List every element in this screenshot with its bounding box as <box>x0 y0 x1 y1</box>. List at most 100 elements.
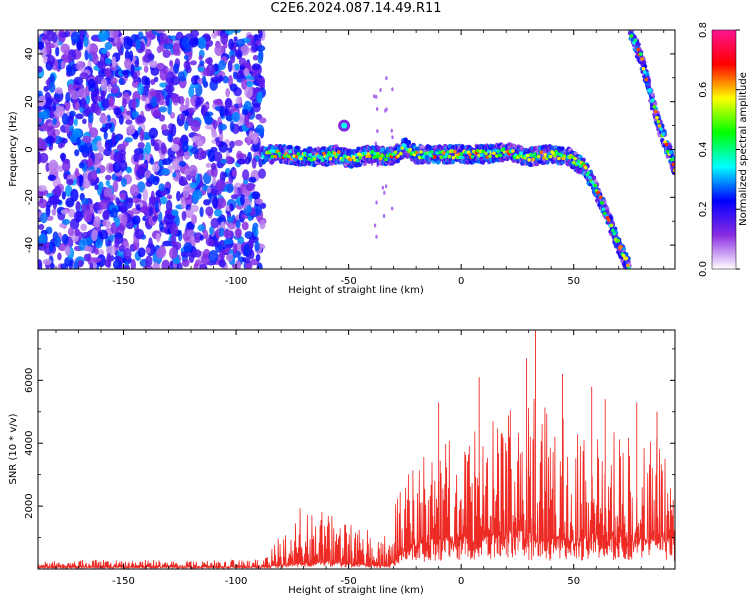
noise-cell <box>240 193 245 206</box>
noise-cell <box>57 252 62 261</box>
signal-trace-cell <box>322 151 326 156</box>
noise-cell <box>84 140 93 154</box>
signal-trace-cell <box>485 155 490 159</box>
noise-cell <box>192 249 202 258</box>
signal-trace-cell <box>320 158 325 162</box>
signal-trace-cell <box>611 228 615 233</box>
signal-trace-cell <box>571 160 576 165</box>
heatmap-marks <box>38 30 675 269</box>
noise-cell <box>65 91 71 104</box>
signal-trace-cell <box>373 151 377 156</box>
noise-cell <box>43 101 52 111</box>
noise-cell <box>47 174 56 181</box>
noise-cell <box>376 129 379 134</box>
noise-cell <box>114 217 120 227</box>
noise-cell <box>62 159 71 172</box>
noise-cell <box>152 175 160 186</box>
noise-cell <box>163 214 173 225</box>
noise-cell <box>104 41 113 51</box>
snr-y-label: SNR (10 * v/v) <box>8 413 19 484</box>
signal-trace-cell <box>455 155 460 160</box>
signal-trace-cell <box>555 151 560 156</box>
noise-cell <box>245 182 255 192</box>
snr-x-tick-label: 0 <box>458 576 464 587</box>
noise-cell <box>73 118 78 127</box>
noise-cell <box>112 259 122 269</box>
signal-trace-cell <box>527 158 531 162</box>
snr-frame <box>37 329 676 570</box>
signal-trace-cell <box>292 154 296 158</box>
figure-title: C2E6.2024.087.14.49.R11 <box>270 1 442 16</box>
noise-cell <box>124 137 133 143</box>
secondary-trace-cell <box>638 52 643 56</box>
colorbar-tick-label: 0.6 <box>698 82 709 98</box>
heatmap-x-tick-label: -50 <box>340 276 356 287</box>
noise-cell <box>233 36 238 43</box>
secondary-trace-cell <box>643 70 647 74</box>
noise-cell <box>47 125 56 138</box>
noise-cell <box>159 82 168 88</box>
signal-trace-cell <box>424 154 429 159</box>
noise-cell <box>134 59 140 68</box>
noise-cell <box>214 208 223 217</box>
noise-cell <box>98 181 104 191</box>
noise-cell <box>74 167 80 178</box>
signal-trace-cell <box>307 157 311 161</box>
noise-cell <box>48 81 56 93</box>
signal-trace-cell <box>530 153 534 158</box>
signal-trace-cell <box>447 154 452 159</box>
signal-trace-cell <box>396 154 400 158</box>
noise-cell <box>251 43 259 53</box>
signal-trace-cell <box>498 153 503 158</box>
noise-cell <box>240 44 250 56</box>
noise-cell <box>141 94 147 102</box>
signal-trace-cell <box>600 201 604 205</box>
noise-cell <box>54 87 63 95</box>
heatmap-x-tick-label: -100 <box>225 276 248 287</box>
noise-cell <box>144 77 151 86</box>
signal-trace-cell <box>542 155 546 160</box>
signal-trace-cell <box>601 207 606 211</box>
noise-cell <box>123 265 131 269</box>
signal-trace-cell <box>324 156 329 160</box>
noise-cell <box>244 85 254 99</box>
noise-cell <box>128 50 134 62</box>
signal-trace-cell <box>354 153 359 157</box>
noise-cell <box>195 173 201 186</box>
noise-cell <box>41 33 48 40</box>
signal-trace-cell <box>288 144 293 150</box>
noise-cell <box>60 263 69 269</box>
noise-cell <box>103 131 108 140</box>
noise-cell <box>252 135 259 145</box>
signal-trace-cell <box>272 149 276 153</box>
noise-cell <box>163 38 174 46</box>
signal-trace-cell <box>399 151 403 156</box>
noise-cell <box>161 123 168 131</box>
signal-trace-cell <box>358 155 363 160</box>
noise-cell <box>125 119 133 125</box>
noise-cell <box>94 248 99 255</box>
noise-cell <box>244 231 254 239</box>
noise-cell <box>81 235 91 247</box>
noise-cell <box>127 197 133 203</box>
noise-cell <box>167 133 173 143</box>
signal-trace-cell <box>525 153 530 158</box>
noise-cell <box>212 176 217 187</box>
secondary-trace-cell <box>650 92 656 97</box>
signal-trace-cell <box>374 154 379 159</box>
noise-cell <box>205 237 214 247</box>
noise-cell <box>104 67 112 78</box>
noise-cell <box>190 119 201 132</box>
noise-cell <box>170 233 177 247</box>
signal-trace-cell <box>494 154 499 158</box>
signal-trace-cell <box>419 150 423 154</box>
signal-trace-cell <box>598 195 603 200</box>
noise-cell <box>61 113 69 125</box>
signal-trace-cell <box>581 157 586 162</box>
noise-cell <box>170 143 180 152</box>
signal-trace-cell <box>591 175 597 181</box>
secondary-trace-cell <box>655 116 659 120</box>
noise-cell <box>391 87 394 92</box>
signal-trace-cell <box>422 154 426 159</box>
noise-cell <box>209 226 214 236</box>
